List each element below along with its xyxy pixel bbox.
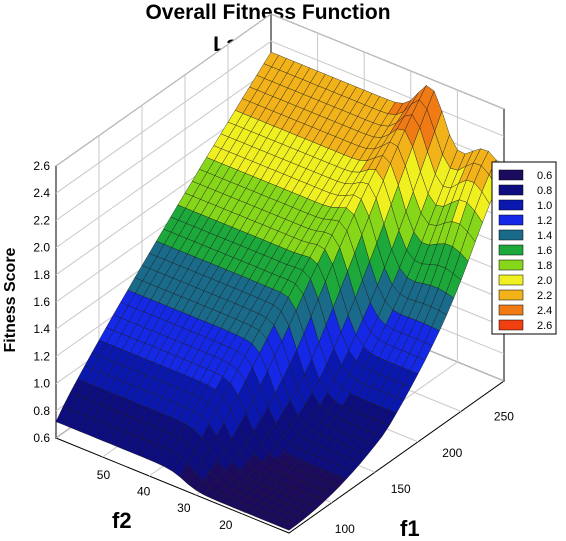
- z-tick-label: 2.2: [33, 213, 50, 227]
- z-tick-label: 2.4: [33, 186, 50, 200]
- z-tick-label: 2.6: [33, 159, 50, 173]
- z-tick-label: 1.2: [33, 349, 50, 363]
- legend-swatch: [498, 259, 524, 271]
- legend-label: 1.6: [537, 245, 552, 257]
- legend-swatch: [498, 169, 524, 181]
- z-tick-label: 2.0: [33, 241, 50, 255]
- chart-title-line1: Overall Fitness Function: [145, 1, 390, 24]
- z-tick-label: 0.8: [33, 404, 50, 418]
- f1-tick-label: 100: [335, 522, 355, 536]
- legend-label: 0.6: [537, 170, 552, 182]
- z-gridline: [55, 13, 505, 167]
- legend-label: 1.4: [537, 230, 552, 242]
- f1-tick-label: 250: [494, 409, 514, 423]
- z-tick-label: 1.4: [33, 322, 50, 336]
- f2-tick-label: 30: [177, 501, 191, 515]
- legend: 0.6 0.8 1.0 1.2 1.4 1.6 1.8 2.0 2.2 2.4 2.6: [491, 161, 557, 335]
- f1-tick-label: 200: [442, 446, 462, 460]
- legend-swatch: [498, 244, 524, 256]
- legend-swatch: [498, 289, 524, 301]
- legend-swatch: [498, 214, 524, 226]
- surface-mesh: [55, 51, 505, 531]
- f2-tick-label: 40: [137, 485, 151, 499]
- f2-tick-label: 20: [219, 518, 233, 532]
- z-tick-label: 1.8: [33, 268, 50, 282]
- legend-label: 0.8: [537, 185, 552, 197]
- legend-swatch: [498, 199, 524, 211]
- z-tick-label: 0.6: [33, 431, 50, 445]
- legend-swatch: [498, 304, 524, 316]
- z-axis-label: Fitness Score: [2, 247, 19, 352]
- legend-label: 1.2: [537, 215, 552, 227]
- y-axis-label: f1: [400, 516, 420, 541]
- legend-label: 2.0: [537, 275, 552, 287]
- legend-swatch: [498, 274, 524, 286]
- f1-tick-label: 150: [391, 482, 411, 496]
- legend-swatch: [498, 229, 524, 241]
- legend-label: 2.6: [537, 320, 552, 332]
- legend-label: 2.2: [537, 290, 552, 302]
- z-tick-label: 1.6: [33, 295, 50, 309]
- legend-label: 1.8: [537, 260, 552, 272]
- legend-label: 1.0: [537, 200, 552, 212]
- legend-swatch: [498, 319, 524, 331]
- legend-swatch: [498, 184, 524, 196]
- legend-label: 2.4: [537, 305, 552, 317]
- f2-tick-label: 50: [97, 468, 111, 482]
- surface-patch: [280, 521, 297, 531]
- z-tick-label: 1.0: [33, 377, 50, 391]
- axis-ticks: 0.6 0.8 1.0 1.2 1.4 1.6 1.8 2.0 2.2 2.4 2.6 50 40 30 2…: [33, 159, 514, 536]
- x-axis-label: f2: [112, 508, 132, 533]
